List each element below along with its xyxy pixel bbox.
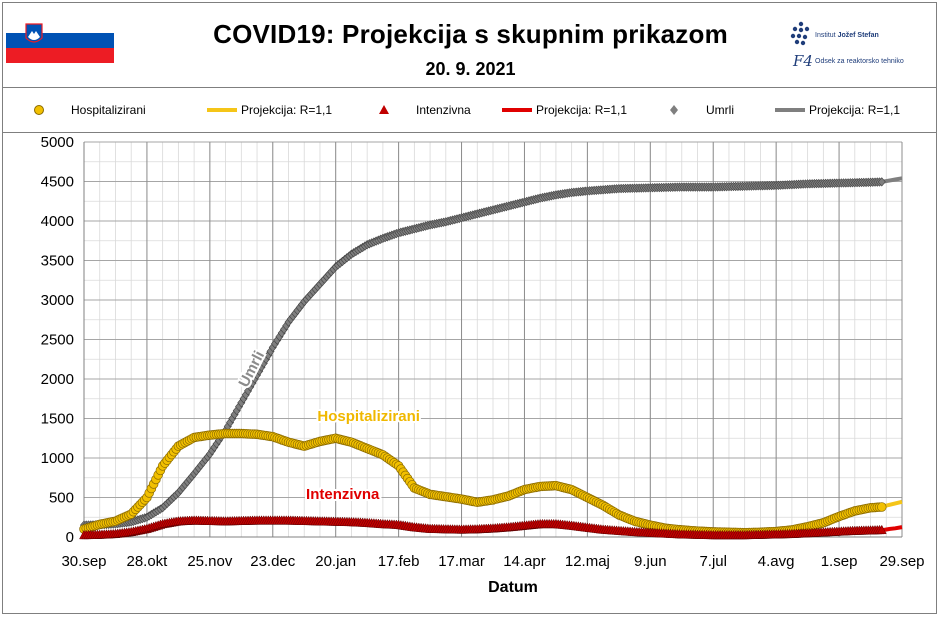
x-tick-label: 25.nov bbox=[187, 553, 233, 570]
legend-circle-icon bbox=[34, 105, 44, 115]
logo-department-name: Odsek za reaktorsko tehniko bbox=[815, 58, 904, 65]
legend-label: Projekcija: R=1,1 bbox=[809, 103, 901, 117]
legend-line-icon bbox=[502, 108, 532, 112]
legend-line-icon bbox=[775, 108, 805, 112]
logo-f4-mark: F4 bbox=[793, 52, 813, 70]
projection-line-intenzivna bbox=[881, 525, 903, 533]
y-tick-label: 4000 bbox=[41, 213, 74, 230]
chart-legend: Hospitalizirani Projekcija: R=1,1 Intenziv… bbox=[3, 88, 936, 132]
annotation-hospitalizirani: Hospitalizirani bbox=[317, 408, 420, 425]
legend-line-icon bbox=[207, 108, 237, 112]
legend-label: Projekcija: R=1,1 bbox=[536, 103, 628, 117]
ijs-logo-icon bbox=[790, 21, 810, 46]
y-tick-label: 500 bbox=[49, 490, 74, 507]
header: COVID19: Projekcija s skupnim prikazom 2… bbox=[3, 3, 936, 87]
chart-title: COVID19: Projekcija s skupnim prikazom bbox=[213, 19, 728, 49]
x-tick-label: 29.sep bbox=[879, 553, 924, 570]
chart-date: 20. 9. 2021 bbox=[425, 59, 516, 79]
legend-label: Intenzivna bbox=[416, 103, 471, 117]
logo-institute-name: Institut Jožef Stefan bbox=[815, 32, 879, 39]
y-tick-label: 1500 bbox=[41, 411, 74, 428]
x-tick-label: 30.sep bbox=[61, 553, 106, 570]
x-tick-label: 4.avg bbox=[758, 553, 795, 570]
y-tick-label: 4500 bbox=[41, 174, 74, 191]
y-tick-label: 0 bbox=[66, 529, 74, 546]
x-axis-label: Datum bbox=[488, 579, 538, 596]
x-tick-label: 9.jun bbox=[634, 553, 667, 570]
y-tick-label: 3500 bbox=[41, 253, 74, 270]
header-divider bbox=[3, 87, 936, 88]
institute-logo: Institut Jožef Stefan F4 Odsek za reakto… bbox=[789, 21, 929, 73]
series-intenzivna bbox=[79, 515, 903, 540]
y-tick-label: 5000 bbox=[41, 134, 74, 151]
legend-label: Projekcija: R=1,1 bbox=[241, 103, 333, 117]
x-tick-label: 23.dec bbox=[250, 553, 296, 570]
legend-divider bbox=[3, 132, 936, 133]
x-tick-label: 28.okt bbox=[126, 553, 168, 570]
legend-label: Umrli bbox=[706, 103, 734, 117]
x-tick-label: 1.sep bbox=[821, 553, 858, 570]
y-tick-label: 2000 bbox=[41, 371, 74, 388]
slovenia-flag-icon bbox=[6, 18, 114, 63]
legend-label: Hospitalizirani bbox=[71, 103, 146, 117]
data-point-intenzivna bbox=[876, 524, 887, 535]
y-tick-label: 1000 bbox=[41, 450, 74, 467]
annotation-intenzivna: Intenzivna bbox=[306, 486, 380, 503]
y-tick-label: 2500 bbox=[41, 332, 74, 349]
x-tick-label: 20.jan bbox=[315, 553, 356, 570]
data-point-hospitalizirani bbox=[877, 502, 887, 512]
x-tick-label: 17.feb bbox=[378, 553, 420, 570]
x-tick-label: 12.maj bbox=[565, 553, 610, 570]
data-point-umrli bbox=[877, 177, 886, 187]
y-tick-label: 3000 bbox=[41, 292, 74, 309]
legend-diamond-icon bbox=[670, 105, 678, 115]
legend-triangle-icon bbox=[379, 105, 389, 114]
x-tick-label: 17.mar bbox=[438, 553, 485, 570]
x-tick-label: 14.apr bbox=[503, 553, 546, 570]
x-tick-label: 7.jul bbox=[699, 553, 727, 570]
